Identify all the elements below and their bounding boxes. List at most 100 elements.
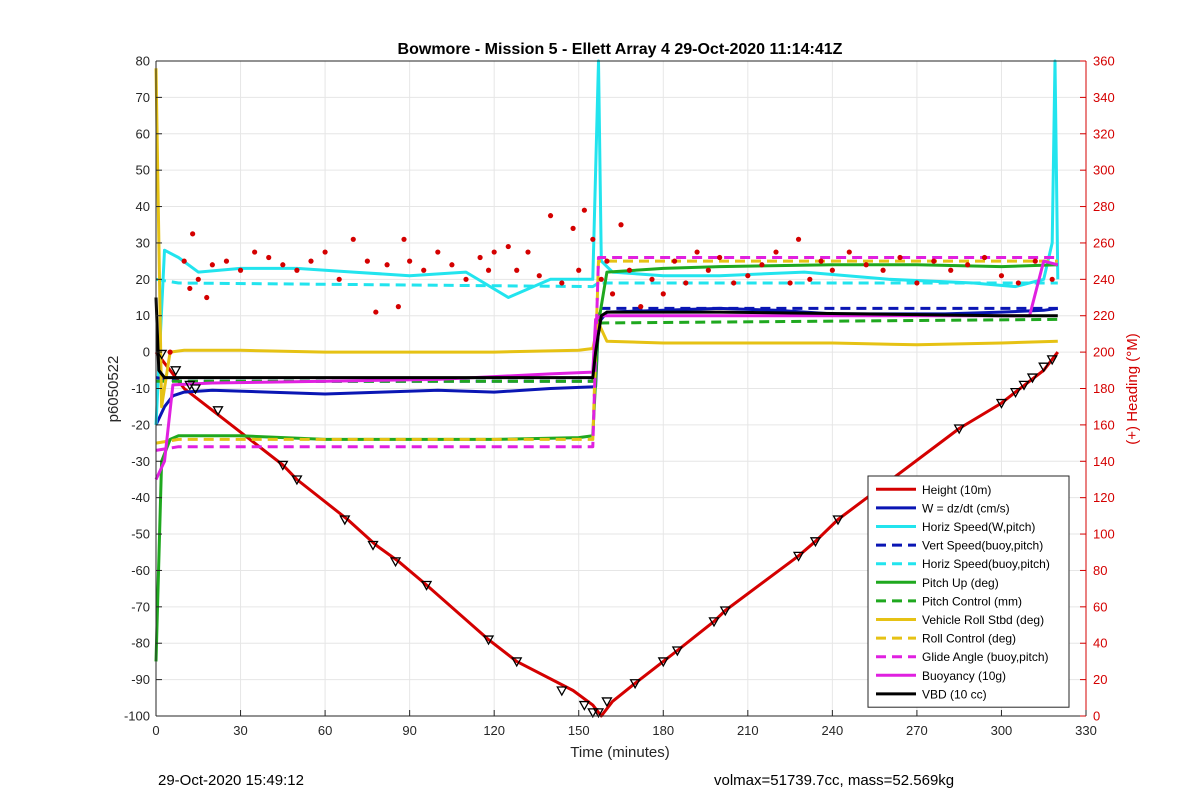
- heading-point: [626, 267, 633, 273]
- x-tick-label: 30: [233, 723, 247, 738]
- heading-point: [807, 276, 813, 282]
- height-marker: [556, 686, 568, 697]
- legend-label: Pitch Up (deg): [922, 576, 999, 590]
- legend-label: Vehicle Roll Stbd (deg): [922, 613, 1044, 627]
- legend-label: W = dz/dt (cm/s): [922, 501, 1010, 515]
- height-marker: [420, 580, 433, 591]
- legend-label: Vert Speed(buoy,pitch): [922, 539, 1043, 553]
- series-line-pitch-control-mm: [156, 317, 1058, 383]
- axes: 0 30 60 90 120 150 180 210 240 270 300 330-100-90-8…: [124, 54, 1115, 739]
- legend-label: Roll Control (deg): [922, 632, 1016, 646]
- series-line-w-dz-dt-cm-s: [154, 306, 1059, 426]
- heading-point: [485, 267, 492, 273]
- series-line-vehicle-roll-stbd-deg: [154, 68, 1058, 409]
- heading-point: [773, 249, 779, 255]
- series-line-vbd-10-cc: [154, 297, 1058, 380]
- y-tick-label: 0: [143, 345, 150, 360]
- y-tick-label: -100: [124, 709, 150, 724]
- heading-point: [981, 254, 988, 261]
- y-right-tick-label: 280: [1093, 199, 1115, 214]
- heading-point: [559, 280, 565, 286]
- heading-point: [407, 258, 413, 264]
- legend-label: Horiz Speed(buoy,pitch): [922, 557, 1050, 571]
- heading-point: [525, 249, 531, 255]
- heading-point: [187, 285, 193, 292]
- heading-point: [463, 276, 469, 282]
- heading-point: [705, 267, 711, 273]
- heading-point: [373, 309, 379, 315]
- heading-point: [514, 267, 520, 273]
- x-tick-label: 60: [318, 723, 332, 738]
- height-marker: [995, 398, 1008, 409]
- heading-point: [181, 258, 187, 264]
- heading-point: [322, 249, 328, 255]
- heading-point: [965, 262, 971, 268]
- heading-point: [505, 243, 511, 250]
- y-right-tick-label: 120: [1093, 490, 1115, 505]
- y-right-tick-label: 100: [1093, 527, 1115, 542]
- heading-point: [266, 254, 272, 261]
- y-right-tick-label: 0: [1093, 709, 1100, 724]
- heading-point: [195, 276, 201, 282]
- heading-point: [795, 236, 802, 242]
- height-marker: [389, 557, 402, 568]
- heading-point: [731, 280, 737, 286]
- y-right-tick-label: 360: [1093, 54, 1115, 69]
- y-tick-label: -90: [131, 672, 150, 687]
- heading-point: [818, 258, 824, 264]
- series-line-pitch-up-deg: [154, 263, 1058, 662]
- y-right-tick-label: 60: [1093, 599, 1107, 614]
- heading-point: [209, 262, 215, 268]
- y-tick-label: -50: [131, 527, 150, 542]
- heading-point: [364, 258, 370, 264]
- heading-point: [694, 249, 700, 255]
- height-marker: [578, 700, 590, 711]
- heading-point: [660, 291, 666, 297]
- heading-point: [449, 262, 455, 268]
- y-tick-label: 30: [136, 235, 150, 250]
- y-tick-label: 70: [136, 90, 150, 105]
- heading-point: [745, 273, 751, 279]
- y-right-tick-label: 180: [1093, 381, 1115, 396]
- heading-point: [536, 273, 542, 279]
- legend-label: Pitch Control (mm): [922, 594, 1022, 608]
- x-tick-label: 210: [737, 723, 759, 738]
- x-tick-label: 300: [991, 723, 1013, 738]
- heading-point: [581, 207, 587, 213]
- heading-point: [294, 267, 300, 273]
- heading-point: [477, 254, 483, 261]
- heading-point: [280, 262, 286, 268]
- heading-point: [683, 280, 689, 286]
- y-right-tick-label: 200: [1093, 345, 1115, 360]
- heading-point: [880, 267, 886, 273]
- heading-point: [649, 276, 655, 282]
- height-marker: [1026, 373, 1039, 384]
- x-tick-label: 240: [822, 723, 844, 738]
- y-right-tick-label: 20: [1093, 672, 1107, 687]
- heading-point: [609, 291, 616, 297]
- height-marker: [1009, 387, 1022, 398]
- heading-point: [576, 267, 582, 273]
- heading-point: [1015, 280, 1021, 286]
- y-right-tick-label: 40: [1093, 636, 1107, 651]
- y-right-tick-label: 160: [1093, 417, 1115, 432]
- height-marker: [1046, 355, 1058, 366]
- height-marker: [657, 657, 669, 668]
- y-right-tick-label: 340: [1093, 90, 1115, 105]
- heading-point: [846, 249, 852, 255]
- y-tick-label: 80: [136, 54, 150, 69]
- y-right-tick-label: 140: [1093, 454, 1115, 469]
- series-line-horiz-speed-buoy-pitch: [155, 277, 1058, 289]
- y-tick-label: -40: [131, 490, 150, 505]
- heading-point: [237, 267, 244, 273]
- y-tick-label: 20: [136, 272, 150, 287]
- y-tick-label: -30: [131, 454, 150, 469]
- height-marker: [953, 424, 965, 435]
- heading-point: [829, 267, 835, 273]
- heading-point: [384, 262, 390, 268]
- heading-point: [308, 258, 314, 264]
- heading-point: [491, 249, 497, 255]
- heading-point: [717, 254, 723, 261]
- heading-point: [223, 258, 230, 264]
